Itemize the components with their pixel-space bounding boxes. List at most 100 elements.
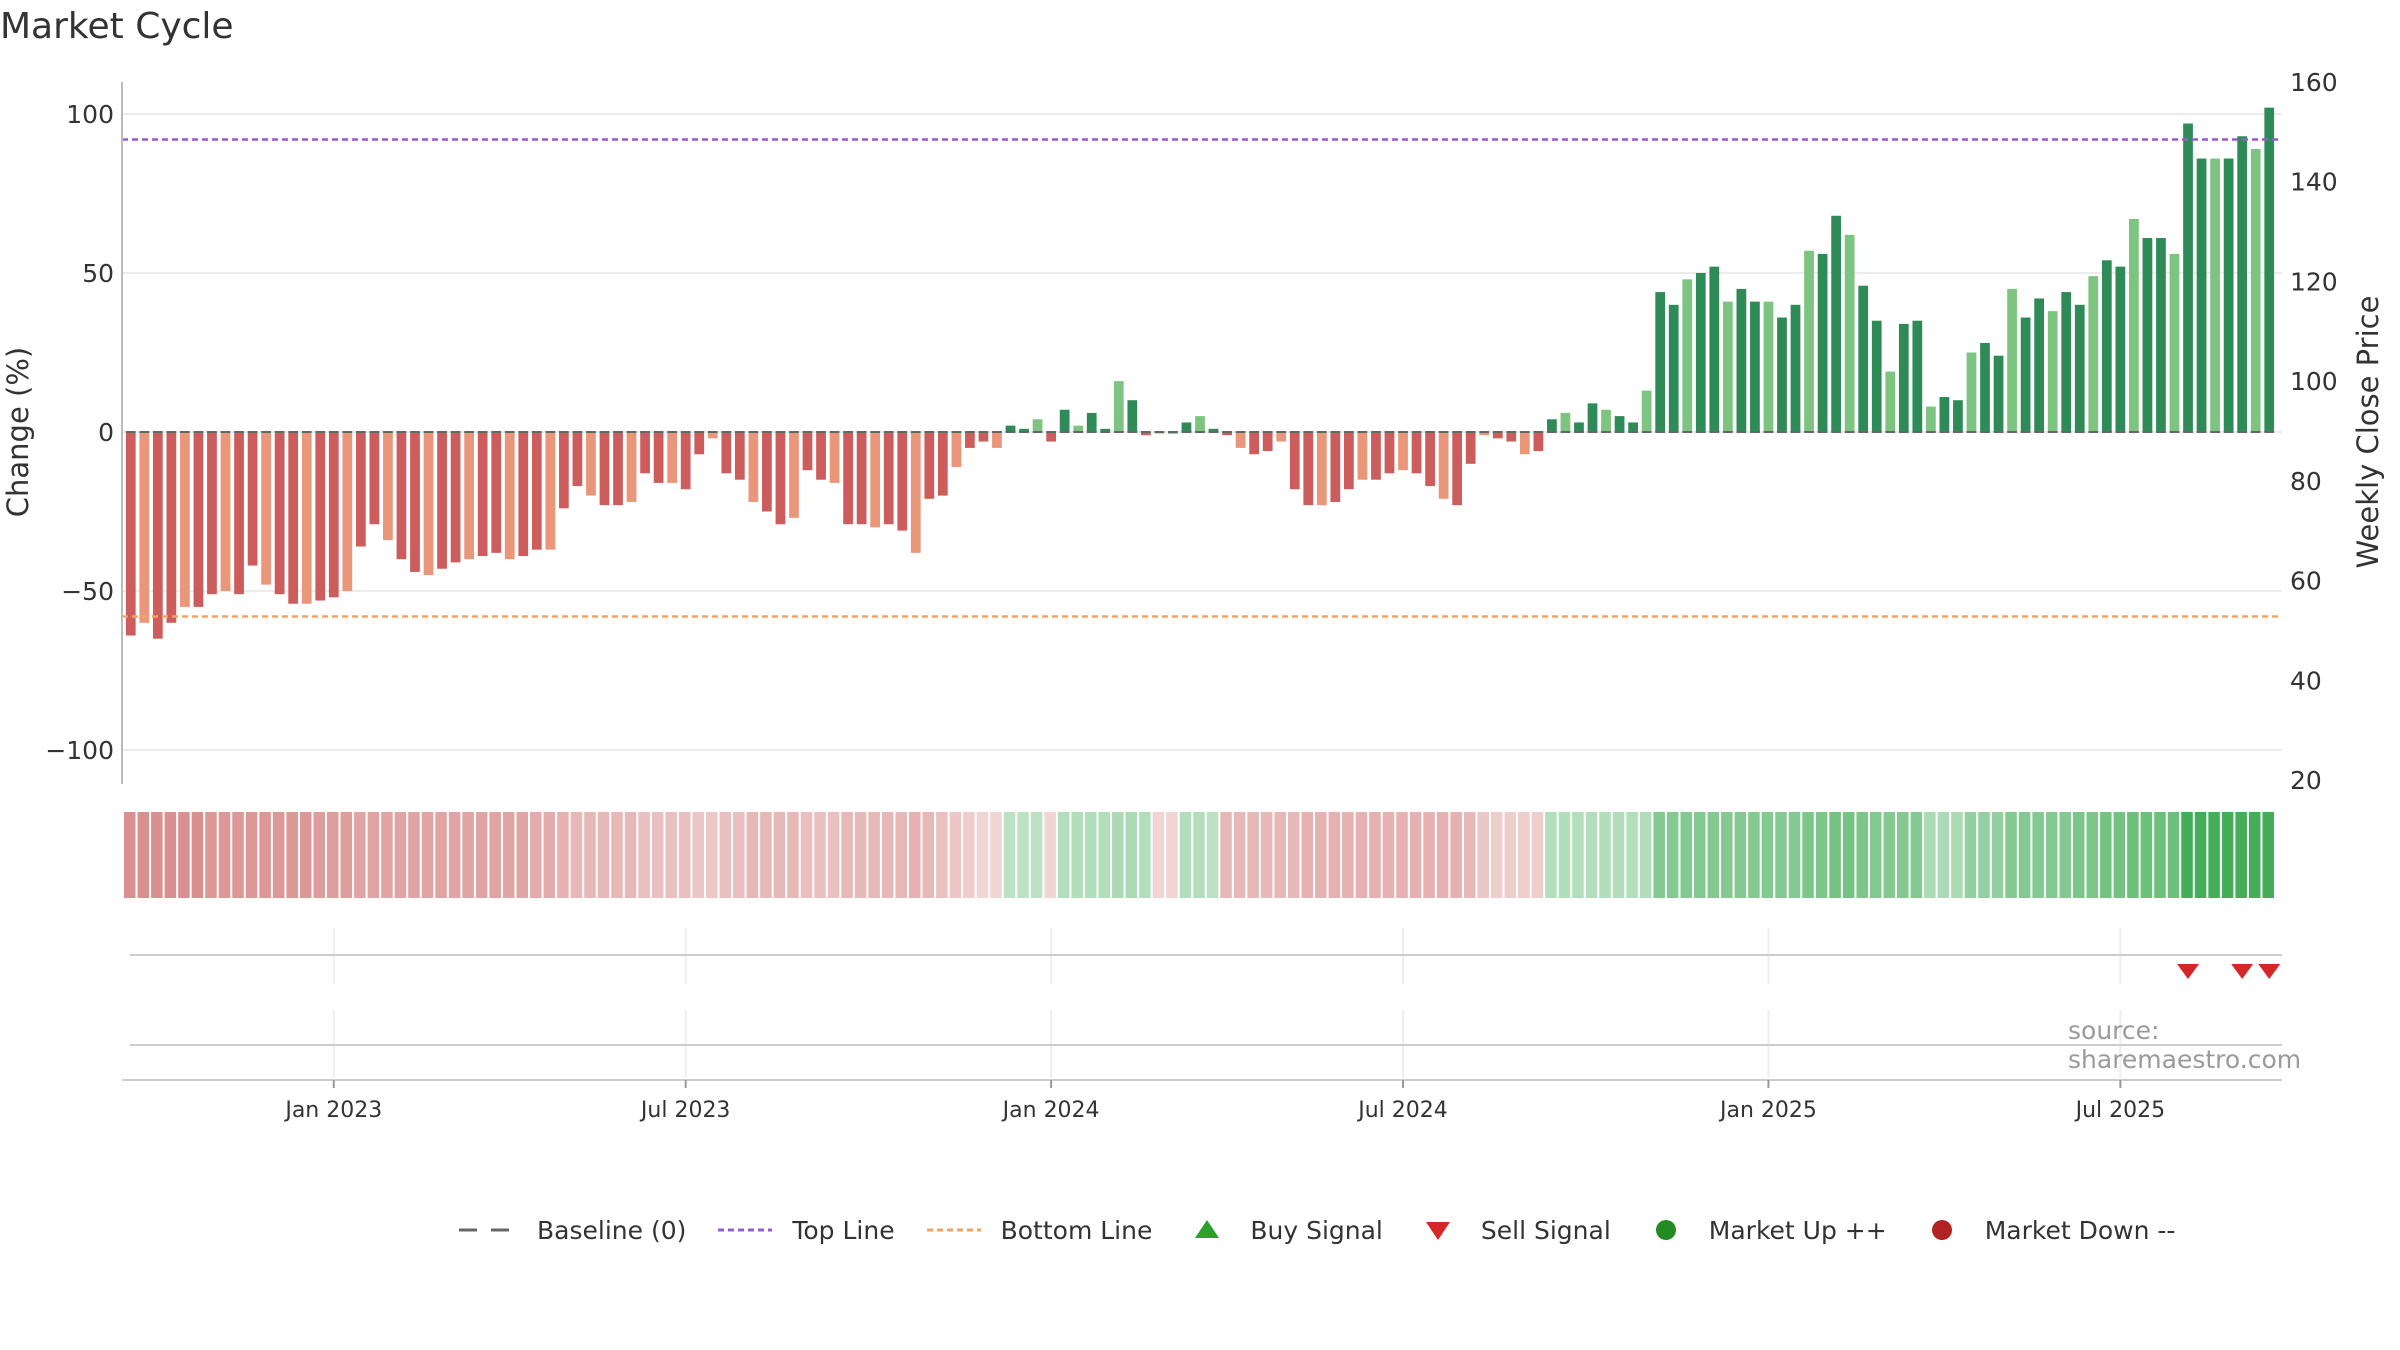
ribbon-cell bbox=[2100, 812, 2112, 898]
y-axis-label: Change (%) bbox=[1, 347, 35, 517]
ribbon-cell bbox=[124, 812, 136, 898]
bar bbox=[2237, 136, 2248, 432]
ribbon-cell bbox=[421, 812, 434, 898]
signal-panels bbox=[130, 928, 2282, 1078]
ribbon-cell bbox=[2072, 812, 2085, 898]
ribbon-cell bbox=[1328, 812, 1341, 898]
y2-tick-label: 80 bbox=[2290, 467, 2322, 496]
bar bbox=[1235, 432, 1246, 448]
bar bbox=[437, 432, 447, 569]
legend-item-market-up[interactable]: Market Up ++ bbox=[1641, 1216, 1887, 1245]
bar bbox=[1709, 266, 1720, 432]
ribbon-cell bbox=[1044, 812, 1056, 898]
bar bbox=[1046, 432, 1056, 442]
y-tick-label: −100 bbox=[45, 736, 114, 765]
y2-axis-label: Weekly Close Price bbox=[2351, 296, 2385, 569]
ribbon-cell bbox=[733, 812, 745, 898]
ribbon-cell bbox=[137, 812, 150, 898]
legend-item-top-line[interactable]: Top Line bbox=[716, 1216, 895, 1245]
bar bbox=[1898, 323, 1909, 432]
ribbon-cell bbox=[1897, 812, 1909, 898]
bar bbox=[1736, 288, 1747, 432]
ribbon-cell bbox=[1721, 812, 1733, 898]
ribbon-cell bbox=[164, 812, 177, 898]
bar bbox=[680, 432, 691, 490]
legend-item-bottom-line[interactable]: Bottom Line bbox=[925, 1216, 1152, 1245]
bar bbox=[1005, 425, 1016, 432]
bar bbox=[1858, 285, 1869, 432]
bar bbox=[1777, 317, 1787, 432]
ribbon-cell bbox=[1071, 812, 1083, 898]
bar bbox=[328, 432, 339, 598]
ribbon-cell bbox=[1653, 812, 1665, 898]
bar bbox=[1181, 422, 1192, 432]
bar bbox=[1871, 320, 1882, 432]
bar bbox=[978, 432, 989, 442]
bar bbox=[992, 432, 1002, 448]
bar bbox=[2074, 304, 2085, 432]
ribbon-cell bbox=[611, 812, 623, 898]
bar bbox=[1547, 419, 1557, 432]
red-triangle-down-icon bbox=[1425, 1222, 1450, 1240]
chart-title: Market Cycle bbox=[0, 6, 234, 47]
dotted-purple-line-icon bbox=[718, 1228, 773, 1232]
legend-item-baseline[interactable]: Baseline (0) bbox=[455, 1216, 686, 1245]
bar bbox=[1966, 352, 1977, 432]
axes: 100 50 0 −50 −100 Change (%) 160 140 120 100 80 60 4… bbox=[1, 68, 2385, 795]
ribbon-cell bbox=[1166, 812, 1178, 898]
ribbon-cell bbox=[1382, 812, 1395, 898]
bar bbox=[288, 432, 299, 604]
ribbon-cell bbox=[381, 812, 393, 898]
ribbon-cell bbox=[2235, 812, 2247, 898]
ribbon-cell bbox=[2127, 812, 2139, 898]
bar bbox=[396, 432, 407, 560]
bar bbox=[802, 432, 813, 471]
ribbon-cell bbox=[1924, 812, 1936, 898]
ribbon-cell bbox=[1463, 812, 1476, 898]
legend-label-market-up: Market Up ++ bbox=[1708, 1215, 1887, 1245]
ribbon-cell bbox=[286, 812, 298, 898]
ribbon-cell bbox=[800, 812, 813, 898]
bar bbox=[1222, 432, 1232, 436]
bar bbox=[2101, 260, 2112, 432]
bar bbox=[1425, 432, 1435, 487]
bar bbox=[1059, 409, 1070, 432]
bar bbox=[301, 432, 312, 604]
ribbon-cell bbox=[178, 812, 190, 898]
bar bbox=[1316, 432, 1327, 506]
ribbon-cell bbox=[2005, 812, 2017, 898]
ribbon-cell bbox=[1274, 812, 1286, 898]
dotted-orange-line-icon bbox=[926, 1228, 981, 1232]
ribbon-cell bbox=[1450, 812, 1462, 898]
ribbon-cell bbox=[394, 812, 407, 898]
ribbon-cell bbox=[340, 812, 353, 898]
bar bbox=[410, 432, 420, 572]
legend-label-baseline: Baseline (0) bbox=[537, 1215, 687, 1245]
bar bbox=[789, 432, 799, 518]
bar bbox=[1073, 425, 1084, 432]
ribbon-cell bbox=[1409, 812, 1422, 898]
bar bbox=[2061, 292, 2072, 432]
bar bbox=[1587, 403, 1598, 432]
bar bbox=[1032, 419, 1043, 432]
ribbon-cell bbox=[462, 812, 474, 898]
ribbon-cell bbox=[692, 812, 704, 898]
bar bbox=[139, 432, 150, 623]
legend-item-buy-signal[interactable]: Buy Signal bbox=[1182, 1216, 1383, 1245]
ribbon-cell bbox=[1937, 812, 1950, 898]
ribbon-cell bbox=[1626, 812, 1638, 898]
bar bbox=[531, 432, 542, 550]
ribbon-cell bbox=[543, 812, 556, 898]
ribbon-cell bbox=[963, 812, 975, 898]
legend-item-market-down[interactable]: Market Down -- bbox=[1917, 1216, 2175, 1245]
ribbon-cell bbox=[1599, 812, 1611, 898]
ribbon-cell bbox=[1666, 812, 1679, 898]
x-tick-label: Jan 2024 bbox=[1001, 1098, 1100, 1123]
ribbon-cell bbox=[2154, 812, 2166, 898]
bar bbox=[816, 432, 826, 480]
bar bbox=[1628, 422, 1638, 432]
legend-label-sell-signal: Sell Signal bbox=[1480, 1215, 1611, 1245]
legend-item-sell-signal[interactable]: Sell Signal bbox=[1413, 1216, 1611, 1245]
bar bbox=[1262, 432, 1273, 452]
bar bbox=[2223, 158, 2234, 432]
